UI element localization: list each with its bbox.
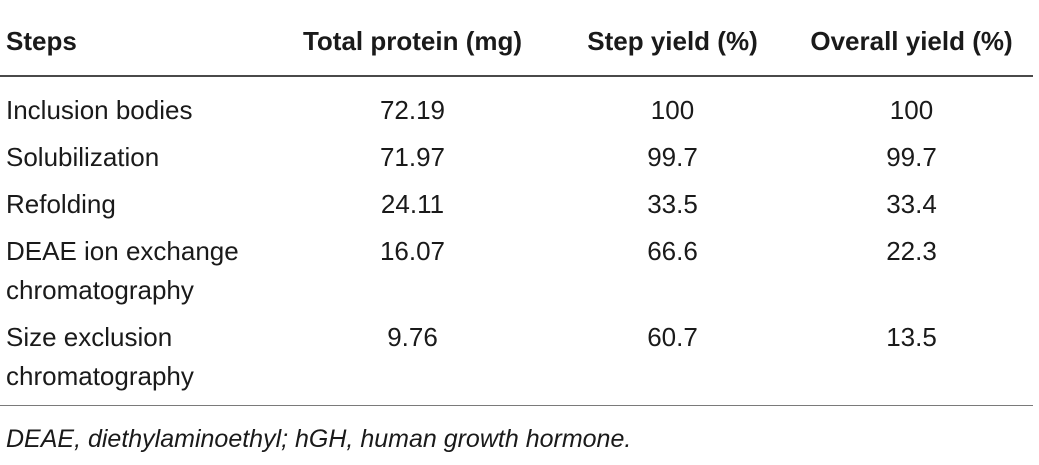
cell-step: Refolding (0, 177, 270, 224)
cell-step-yield: 99.7 (647, 142, 698, 172)
table-row: Inclusion bodies 72.19 100 100 (0, 76, 1033, 130)
step-label: Solubilization (6, 142, 160, 172)
cell-total-protein: 71.97 (379, 142, 446, 172)
cell-overall-yield: 22.3 (886, 236, 937, 266)
cell-overall-yield: 13.5 (790, 310, 1033, 406)
cell-total-protein: 9.76 (270, 310, 555, 406)
cell-step-yield: 33.5 (647, 189, 698, 219)
cell-step-yield: 60.7 (555, 310, 790, 406)
header-steps: Steps (0, 12, 270, 77)
header-step-yield: Step yield (%) (555, 12, 790, 77)
step-label-line2: chromatography (6, 361, 194, 391)
cell-step-yield: 100 (650, 95, 695, 125)
header-total-protein: Total protein (mg) (270, 12, 555, 77)
step-label: Refolding (6, 189, 116, 219)
cell-overall-yield: 33.4 (886, 189, 937, 219)
table-footnote: DEAE, diethylaminoethyl; hGH, human grow… (6, 425, 632, 453)
step-label-line1: DEAE ion exchange (6, 236, 239, 266)
table-row: DEAE ion exchange chromatography 16.07 6… (0, 224, 1033, 310)
header-row: Steps Total protein (mg) Step yield (%) … (0, 12, 1033, 77)
cell-overall-yield: 99.7 (886, 142, 937, 172)
step-label-line1: Size exclusion (6, 322, 173, 352)
cell-step: Inclusion bodies (0, 76, 270, 130)
step-label: Inclusion bodies (6, 95, 193, 125)
cell-step: Size exclusion chromatography (0, 310, 270, 406)
table-header: Steps Total protein (mg) Step yield (%) … (0, 12, 1033, 77)
table-row: Solubilization 71.97 99.7 99.7 (0, 130, 1033, 177)
cell-total-protein: 72.19 (379, 95, 446, 125)
step-label-line2: chromatography (6, 275, 194, 305)
cell-step: DEAE ion exchange chromatography (0, 224, 270, 310)
table-row: Refolding 24.11 33.5 33.4 (0, 177, 1033, 224)
cell-step-yield: 66.6 (647, 236, 698, 266)
cell-total-protein: 24.11 (380, 189, 445, 219)
header-overall-yield: Overall yield (%) (790, 12, 1033, 77)
cell-overall-yield: 100 (889, 95, 934, 125)
purification-table: Steps Total protein (mg) Step yield (%) … (0, 12, 1033, 406)
table-row: Size exclusion chromatography 9.76 60.7 … (0, 310, 1033, 406)
cell-total-protein: 16.07 (379, 236, 446, 266)
table-body: Inclusion bodies 72.19 100 100 Solubiliz… (0, 76, 1033, 406)
cell-step: Solubilization (0, 130, 270, 177)
